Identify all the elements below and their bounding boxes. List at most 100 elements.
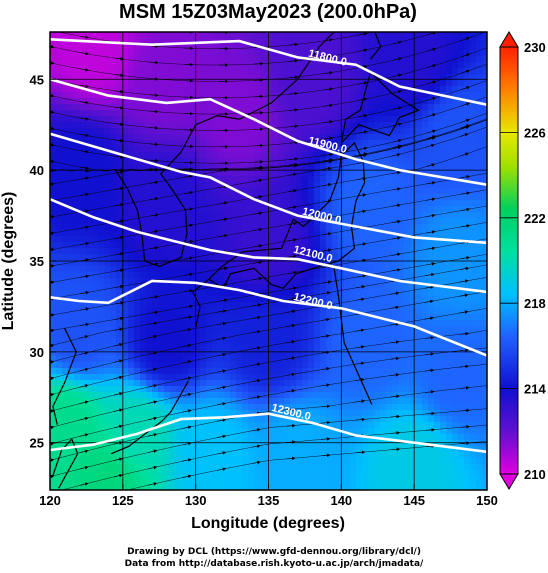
field-cell: [56, 140, 63, 147]
field-cell: [446, 32, 453, 39]
field-cell: [332, 206, 339, 213]
field-cell: [230, 434, 237, 441]
field-cell: [98, 404, 105, 411]
field-cell: [158, 440, 165, 447]
field-cell: [92, 122, 99, 129]
field-cell: [164, 320, 171, 327]
field-cell: [410, 284, 417, 291]
field-cell: [392, 350, 399, 357]
field-cell: [182, 380, 189, 387]
field-cell: [128, 62, 135, 69]
field-cell: [68, 218, 75, 225]
field-cell: [92, 44, 99, 51]
field-cell: [290, 164, 297, 171]
field-cell: [110, 194, 117, 201]
field-cell: [182, 116, 189, 123]
field-cell: [182, 104, 189, 111]
field-cell: [128, 158, 135, 165]
field-cell: [458, 224, 465, 231]
field-cell: [428, 68, 435, 75]
field-cell: [320, 206, 327, 213]
field-cell: [200, 134, 207, 141]
field-cell: [128, 50, 135, 57]
field-cell: [314, 416, 321, 423]
field-cell: [422, 356, 429, 363]
field-cell: [92, 386, 99, 393]
field-cell: [374, 362, 381, 369]
field-cell: [458, 278, 465, 285]
field-cell: [308, 344, 315, 351]
field-cell: [446, 344, 453, 351]
field-cell: [482, 386, 487, 393]
field-cell: [272, 392, 279, 399]
field-cell: [254, 278, 261, 285]
field-cell: [458, 164, 465, 171]
field-cell: [248, 302, 255, 309]
field-cell: [212, 92, 219, 99]
field-cell: [284, 434, 291, 441]
field-cell: [416, 356, 423, 363]
field-cell: [278, 92, 285, 99]
field-cell: [74, 236, 81, 243]
field-cell: [266, 38, 273, 45]
field-cell: [476, 266, 483, 273]
field-cell: [176, 218, 183, 225]
field-cell: [116, 404, 123, 411]
field-cell: [50, 122, 57, 129]
field-cell: [398, 254, 405, 261]
field-cell: [368, 368, 375, 375]
field-cell: [104, 434, 111, 441]
field-cell: [176, 374, 183, 381]
field-cell: [284, 362, 291, 369]
field-cell: [68, 170, 75, 177]
field-cell: [128, 236, 135, 243]
field-cell: [362, 362, 369, 369]
field-cell: [140, 266, 147, 273]
field-cell: [140, 368, 147, 375]
field-cell: [386, 290, 393, 297]
field-cell: [422, 314, 429, 321]
field-cell: [320, 242, 327, 249]
field-cell: [152, 224, 159, 231]
field-cell: [50, 134, 57, 141]
field-cell: [92, 284, 99, 291]
field-cell: [410, 50, 417, 57]
field-cell: [236, 422, 243, 429]
field-cell: [356, 392, 363, 399]
field-cell: [254, 50, 261, 57]
field-cell: [380, 434, 387, 441]
field-cell: [350, 350, 357, 357]
field-cell: [434, 134, 441, 141]
field-cell: [344, 404, 351, 411]
field-cell: [206, 332, 213, 339]
field-cell: [242, 242, 249, 249]
field-cell: [98, 140, 105, 147]
field-cell: [446, 80, 453, 87]
field-cell: [320, 38, 327, 45]
field-cell: [362, 92, 369, 99]
field-cell: [206, 182, 213, 189]
field-cell: [254, 266, 261, 273]
field-cell: [302, 116, 309, 123]
field-cell: [386, 92, 393, 99]
field-cell: [308, 224, 315, 231]
field-cell: [218, 428, 225, 435]
field-cell: [134, 176, 141, 183]
field-cell: [206, 230, 213, 237]
field-cell: [128, 110, 135, 117]
field-cell: [188, 362, 195, 369]
field-cell: [194, 74, 201, 81]
field-cell: [74, 194, 81, 201]
field-cell: [452, 422, 459, 429]
field-cell: [326, 374, 333, 381]
field-cell: [206, 272, 213, 279]
field-cell: [104, 74, 111, 81]
field-cell: [290, 86, 297, 93]
field-cell: [476, 38, 483, 45]
field-cell: [80, 116, 87, 123]
field-cell: [260, 248, 267, 255]
field-cell: [80, 368, 87, 375]
field-cell: [290, 380, 297, 387]
field-cell: [290, 302, 297, 309]
field-cell: [410, 146, 417, 153]
